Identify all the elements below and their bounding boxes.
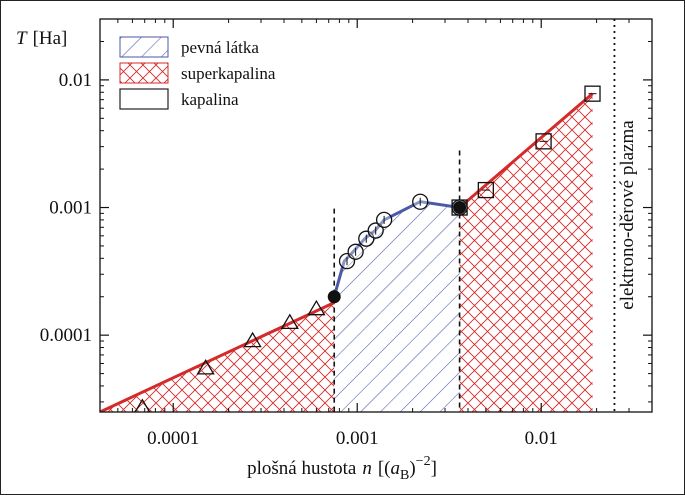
legend-swatch-liquid (119, 88, 169, 110)
y-axis-variable: T (16, 28, 28, 49)
filled-circle-marker (453, 201, 467, 215)
superfluid-line-high (458, 92, 594, 209)
y-axis-title: T [Ha] (16, 28, 67, 49)
x-axis-unit-close: ) (409, 458, 415, 479)
x-axis-title: plošná hustota n [(aB)−2] (247, 454, 437, 483)
square-marker (477, 181, 494, 199)
y-tick-label: 0.001 (49, 198, 92, 219)
square-marker (451, 199, 468, 216)
x-axis-unit-end: ] (431, 458, 437, 479)
y-axis-unit: [Ha] (33, 28, 68, 49)
legend-label-solid: pevná látka (181, 38, 259, 57)
square-marker (535, 133, 552, 150)
legend-swatch-superfluid (119, 62, 169, 84)
plot-border (99, 18, 653, 413)
square-marker (584, 85, 601, 102)
plasma-annotation: elektrono-děrové plazma (617, 120, 638, 310)
x-axis-unit-exponent: −2 (416, 454, 431, 469)
superfluid-region-high (459, 93, 593, 412)
x-axis-variable: n (362, 458, 372, 479)
x-axis-label: plošná hustota (247, 458, 357, 479)
x-tick-label: 0.01 (525, 428, 558, 449)
x-axis-unit-variable: a (391, 458, 401, 479)
legend: pevná látka superkapalina kapalina (119, 36, 276, 110)
data-markers (134, 85, 601, 412)
legend-label-liquid: kapalina (181, 90, 239, 109)
axis-ticks: 0.0001 0.001 0.01 0.0001 0.001 0.01 (40, 19, 652, 449)
legend-label-superfluid: superkapalina (181, 64, 276, 83)
x-axis-unit-open: [( (378, 458, 391, 479)
triangle-marker (243, 331, 262, 348)
y-tick-label: 0.0001 (40, 325, 92, 346)
x-tick-label: 0.0001 (147, 428, 199, 449)
phase-regions (100, 93, 593, 412)
legend-swatch-solid (119, 36, 169, 58)
triangle-marker (134, 398, 151, 412)
superfluid-line-low (100, 301, 335, 412)
filled-circle-marker (327, 290, 341, 304)
solid-region (334, 201, 460, 412)
triangle-marker (196, 359, 215, 375)
x-tick-label: 0.001 (336, 428, 379, 449)
x-axis-unit-subscript: B (400, 468, 409, 483)
triangle-marker (307, 299, 326, 316)
y-tick-label: 0.01 (59, 70, 92, 91)
triangle-marker (280, 313, 299, 330)
